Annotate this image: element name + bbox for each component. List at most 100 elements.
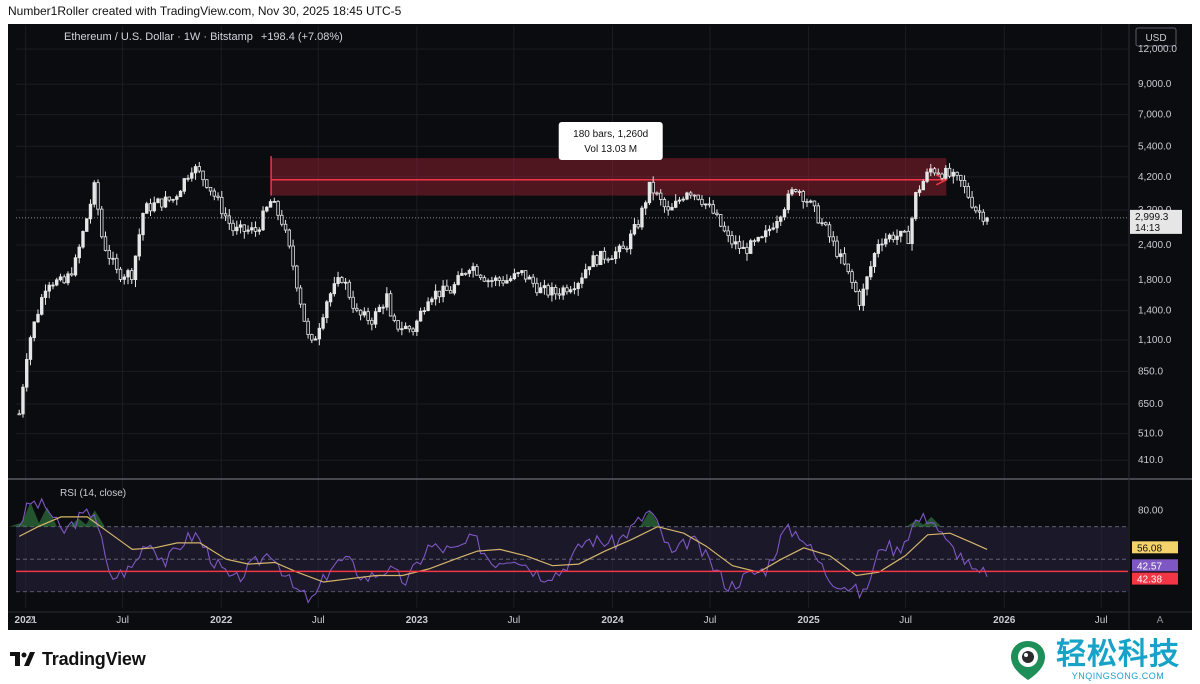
site-watermark: 轻松科技 YNQINGSONG.COM — [1006, 637, 1192, 683]
candle-body — [43, 290, 48, 298]
time-tick-label: 2026 — [993, 615, 1016, 626]
candle-body — [666, 206, 670, 211]
candle-body — [756, 236, 760, 242]
measure-tool[interactable] — [270, 156, 949, 196]
price-tick-label: 1,800.0 — [1138, 275, 1172, 286]
candle-body — [385, 293, 389, 308]
candle-body — [546, 285, 550, 296]
candle-body — [21, 386, 25, 415]
candle-body — [246, 229, 250, 232]
candle-body — [190, 172, 194, 179]
candle-body — [430, 298, 434, 303]
candle-body — [617, 245, 622, 253]
candle-body — [141, 212, 145, 236]
price-tick-label: 9,000.0 — [1138, 79, 1172, 90]
candle-body — [186, 177, 190, 180]
chart-svg: USD 410.0 510.0 650.0 850.0 1,100.0 1,400.0 1,8… — [8, 24, 1192, 630]
candle-body — [670, 206, 674, 211]
candle-body — [280, 214, 284, 225]
candle-body — [613, 251, 618, 260]
candle-body — [107, 250, 111, 259]
candle-body — [497, 277, 502, 281]
candle-body — [88, 203, 93, 220]
candle-body — [587, 266, 592, 271]
candle-body — [580, 277, 584, 284]
candle-body — [553, 286, 558, 295]
candle-body — [471, 266, 475, 271]
candle-body — [373, 311, 378, 325]
candle-body — [238, 224, 243, 228]
currency-box[interactable] — [1135, 27, 1177, 47]
candle-body — [707, 203, 712, 206]
candle-body — [298, 287, 303, 305]
candle-body — [977, 210, 982, 213]
candle-body — [576, 283, 580, 290]
candle-body — [400, 328, 404, 331]
candle-body — [463, 272, 468, 275]
candle-body — [235, 226, 239, 232]
candle-body — [343, 281, 348, 284]
rsi-overbought-fill — [639, 510, 660, 527]
candle-body — [422, 310, 427, 313]
auto-scale-toggle: A — [1157, 615, 1164, 626]
rsi-overbought-fill — [906, 520, 927, 527]
candle-body — [704, 203, 708, 206]
candle-body — [782, 209, 787, 218]
candle-body — [805, 201, 809, 203]
candle-body — [81, 231, 85, 248]
candle-body — [899, 230, 903, 237]
candle-body — [711, 204, 715, 214]
candle-body — [929, 168, 933, 173]
candle-body — [606, 258, 610, 261]
candle-body — [70, 273, 74, 276]
candle-body — [966, 186, 971, 198]
candle-body — [370, 319, 374, 325]
candle-body — [741, 246, 745, 249]
candle-body — [797, 191, 802, 193]
time-tick-label: Jul — [704, 615, 717, 626]
price-tick-label: 850.0 — [1138, 366, 1163, 377]
candle-body — [531, 276, 535, 284]
candle-body — [167, 196, 171, 201]
candle-body — [317, 327, 322, 340]
candle-body — [448, 290, 453, 294]
measure-range-box[interactable] — [271, 158, 947, 196]
candle-body — [944, 167, 948, 179]
candle-body — [126, 270, 130, 278]
tradingview-logo[interactable]: TradingView — [10, 648, 146, 670]
last-price-countdown: 14:13 — [1135, 223, 1160, 234]
candle-body — [505, 280, 509, 284]
candle-body — [197, 166, 201, 172]
time-tick-label: 2024 — [601, 615, 624, 626]
timezone-toggle: Z — [29, 615, 35, 626]
candle-body — [265, 206, 269, 212]
price-tick-label: 510.0 — [1138, 429, 1163, 440]
candle-body — [111, 257, 115, 260]
measure-arrow-icon — [935, 174, 949, 186]
candle-body — [32, 321, 36, 339]
candle-body — [205, 179, 209, 188]
candle-body — [332, 283, 337, 295]
candle-body — [557, 293, 562, 296]
rsi-overbought-fill — [20, 502, 41, 527]
candle-body — [955, 171, 959, 176]
candle-body — [737, 241, 742, 249]
candle-body — [831, 236, 835, 242]
candle-body — [565, 287, 569, 293]
candle-body — [85, 218, 89, 232]
candle-body — [809, 200, 813, 203]
candle-body — [692, 194, 697, 197]
last-price-label: 2,999.3 — [1135, 212, 1169, 223]
candle-body — [658, 192, 663, 200]
candle-body — [460, 272, 464, 276]
candle-body — [643, 202, 648, 209]
candle-body — [985, 217, 989, 222]
labels: USD 410.0 510.0 650.0 850.0 1,100.0 1,400.0 1,8… — [15, 27, 1182, 626]
candle-body — [302, 303, 307, 322]
candle-body — [152, 202, 156, 212]
watermark-domain: YNQINGSONG.COM — [1071, 670, 1165, 681]
candle-body — [482, 277, 487, 282]
candle-body — [486, 280, 490, 283]
price-tick-label: 1,100.0 — [1138, 335, 1172, 346]
candle-body — [715, 212, 719, 215]
